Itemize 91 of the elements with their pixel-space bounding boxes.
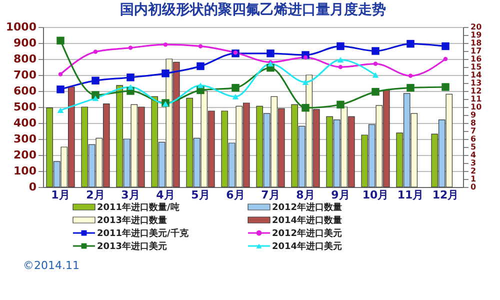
legend-label: 2013年进口数量 xyxy=(97,215,168,226)
point xyxy=(56,86,64,94)
point xyxy=(336,100,344,108)
y-tick-label: 500 xyxy=(14,100,37,114)
point xyxy=(233,50,238,55)
point xyxy=(56,36,64,44)
y2-tick-label: 7 xyxy=(470,126,476,136)
y2-tick-label: 14 xyxy=(470,70,482,80)
point xyxy=(198,44,203,48)
y2-tick-label: 5 xyxy=(470,142,476,152)
point xyxy=(92,76,100,84)
point xyxy=(162,70,170,78)
y-tick-label: 800 xyxy=(14,52,37,66)
y2-tick-label: 1 xyxy=(470,174,476,184)
point xyxy=(373,62,378,66)
y-tick-label: 0 xyxy=(28,180,37,194)
y2-tick-label: 11 xyxy=(470,94,482,104)
legend-label: 2011年进口数量/吨 xyxy=(97,202,180,213)
point xyxy=(337,57,344,63)
y2-tick-label: 9 xyxy=(470,110,476,120)
point xyxy=(266,50,274,58)
point xyxy=(302,79,309,85)
point xyxy=(232,84,240,92)
point xyxy=(442,83,450,91)
x-tick-label: 9月 xyxy=(331,188,350,202)
point xyxy=(372,47,380,55)
point xyxy=(92,95,99,101)
point xyxy=(93,50,98,54)
y-tick-label: 100 xyxy=(14,164,37,178)
x-tick-label: 2月 xyxy=(86,188,105,202)
y-tick-label: 1000 xyxy=(6,20,37,34)
y2-tick-label: 15 xyxy=(470,62,482,72)
y2-tick-label: 12 xyxy=(470,86,482,96)
legend-label: 2013年进口美元 xyxy=(97,241,168,252)
y-tick-label: 400 xyxy=(14,116,37,130)
point xyxy=(126,74,134,82)
point xyxy=(406,84,414,92)
point xyxy=(372,88,380,96)
legend-label: 2014年进口数量 xyxy=(272,215,342,226)
y2-tick-label: 16 xyxy=(470,54,482,64)
x-tick-label: 7月 xyxy=(261,188,280,202)
y2-tick-label: 19 xyxy=(470,30,482,40)
x-tick-label: 11月 xyxy=(397,188,424,202)
legend-label: 2014年进口美元 xyxy=(272,241,342,252)
x-tick-label: 8月 xyxy=(296,188,315,202)
y2-tick-label: 3 xyxy=(470,158,476,168)
y-tick-label: 900 xyxy=(14,36,37,50)
x-tick-label: 3月 xyxy=(121,188,140,202)
x-tick-label: 5月 xyxy=(191,188,210,202)
point xyxy=(197,82,204,88)
y2-tick-label: 17 xyxy=(470,46,482,56)
point xyxy=(58,72,63,76)
point xyxy=(338,64,343,70)
point xyxy=(163,42,168,47)
point xyxy=(196,62,204,70)
legend-label: 2012年进口数量 xyxy=(272,202,342,213)
x-tick-label: 12月 xyxy=(432,188,459,202)
y-tick-label: 200 xyxy=(14,148,37,162)
point xyxy=(442,42,450,50)
legend-label: 2012年进口美元 xyxy=(272,228,342,239)
y2-tick-label: 0 xyxy=(470,182,476,192)
y2-tick-label: 13 xyxy=(470,78,482,88)
y-tick-label: 700 xyxy=(14,68,37,82)
x-tick-label: 1月 xyxy=(51,188,70,202)
point xyxy=(302,104,310,112)
x-tick-label: 10月 xyxy=(362,188,389,202)
y-tick-label: 300 xyxy=(14,132,37,146)
point xyxy=(57,107,64,113)
text: ©2014.11 xyxy=(23,259,80,272)
point xyxy=(128,46,133,50)
chart-title: 国内初级形状的聚四氟乙烯进口量月度走势 xyxy=(120,1,386,18)
point xyxy=(406,40,414,48)
legend-label: 2011年进口美元/千克 xyxy=(97,228,190,239)
y2-tick-label: 2 xyxy=(470,166,476,176)
y-tick-label: 600 xyxy=(14,84,37,98)
y2-tick-label: 20 xyxy=(470,22,482,32)
point xyxy=(336,42,344,50)
y2-tick-label: 4 xyxy=(470,150,476,160)
y2-tick-label: 10 xyxy=(470,102,482,112)
y2-tick-label: 6 xyxy=(470,134,476,144)
point xyxy=(372,72,379,78)
point xyxy=(408,74,413,78)
point xyxy=(303,55,308,60)
point xyxy=(232,94,239,100)
point xyxy=(443,56,448,62)
point xyxy=(267,61,274,67)
x-tick-label: 6月 xyxy=(226,188,245,202)
x-tick-label: 4月 xyxy=(156,188,175,202)
point xyxy=(127,84,134,90)
y2-tick-label: 8 xyxy=(470,118,476,128)
y2-tick-label: 18 xyxy=(470,38,482,48)
